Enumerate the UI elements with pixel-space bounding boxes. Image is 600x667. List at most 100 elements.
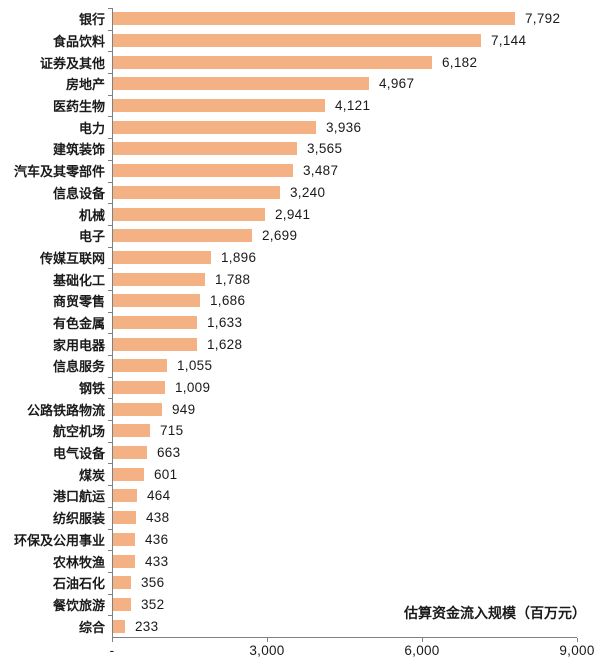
category-label: 商贸零售 bbox=[52, 294, 105, 310]
value-label: 2,941 bbox=[275, 206, 311, 222]
bar-row: 机械 2,941 bbox=[0, 203, 600, 225]
bar-track: 601 bbox=[108, 463, 600, 486]
bar-row: 汽车及其零部件 3,487 bbox=[0, 159, 600, 182]
y-axis-tick bbox=[108, 116, 112, 118]
value-label: 1,788 bbox=[215, 271, 251, 287]
bar-row: 电力 3,936 bbox=[0, 116, 600, 139]
category-label: 农林牧渔 bbox=[52, 554, 105, 570]
value-label: 3,487 bbox=[303, 163, 339, 179]
bar-track: 6,182 bbox=[108, 51, 600, 74]
bar-row: 餐饮旅游 352 bbox=[0, 593, 600, 616]
value-label: 352 bbox=[141, 596, 165, 612]
bar bbox=[113, 12, 515, 26]
bar-track: 2,699 bbox=[108, 224, 600, 247]
bar bbox=[113, 250, 211, 264]
category-label: 机械 bbox=[78, 207, 105, 223]
bar bbox=[113, 446, 147, 460]
bar-row: 银行 7,792 bbox=[0, 8, 600, 30]
bar-track: 715 bbox=[108, 420, 600, 442]
category-label: 公路铁路物流 bbox=[26, 402, 105, 418]
y-axis-tick bbox=[108, 571, 112, 573]
bar bbox=[113, 576, 131, 590]
x-axis-tick bbox=[112, 638, 113, 642]
bar bbox=[113, 99, 325, 113]
category-label: 传媒互联网 bbox=[39, 250, 105, 266]
bar-track: 3,565 bbox=[108, 138, 600, 160]
category-label: 钢铁 bbox=[78, 381, 105, 397]
value-label: 3,240 bbox=[290, 184, 326, 200]
rows: 银行 7,792 食品饮料 7,144 证券及其他 6,182 房地产 4,967 医药生物 4,… bbox=[0, 8, 600, 637]
value-label: 1,633 bbox=[207, 314, 243, 330]
bar-track: 1,628 bbox=[108, 333, 600, 355]
bar-track: 438 bbox=[108, 506, 600, 529]
y-axis-tick bbox=[108, 159, 112, 161]
category-label: 港口航运 bbox=[52, 489, 105, 505]
bar bbox=[113, 120, 316, 134]
x-tick-label: 9,000 bbox=[559, 643, 595, 658]
bar-row: 传媒互联网 1,896 bbox=[0, 246, 600, 269]
category-label: 信息服务 bbox=[52, 359, 105, 375]
y-axis-tick bbox=[108, 94, 112, 96]
y-axis-tick bbox=[108, 593, 112, 595]
value-label: 4,967 bbox=[379, 76, 415, 92]
category-label: 餐饮旅游 bbox=[52, 597, 105, 613]
bar-row: 信息设备 3,240 bbox=[0, 181, 600, 204]
category-label: 石油石化 bbox=[52, 576, 105, 592]
value-label: 1,628 bbox=[207, 336, 243, 352]
bar bbox=[113, 337, 197, 351]
x-axis-title: 估算资金流入规模（百万元） bbox=[404, 607, 586, 622]
value-label: 436 bbox=[145, 531, 169, 547]
value-label: 464 bbox=[147, 488, 171, 504]
bar bbox=[113, 424, 150, 438]
y-axis-tick bbox=[108, 138, 112, 140]
bar-track: 1,633 bbox=[108, 311, 600, 334]
bar-row: 食品饮料 7,144 bbox=[0, 29, 600, 52]
bar-track: 464 bbox=[108, 485, 600, 507]
category-label: 食品饮料 bbox=[52, 34, 105, 50]
y-axis-tick bbox=[108, 441, 112, 443]
bar bbox=[113, 359, 167, 373]
y-axis-tick bbox=[108, 420, 112, 422]
bar bbox=[113, 77, 369, 91]
value-label: 1,055 bbox=[177, 358, 213, 374]
y-axis-tick bbox=[108, 268, 112, 270]
x-axis-tick bbox=[266, 638, 268, 642]
category-label: 环保及公用事业 bbox=[13, 532, 105, 548]
value-label: 7,792 bbox=[525, 11, 561, 27]
y-axis-tick bbox=[108, 311, 112, 313]
bar-row: 证券及其他 6,182 bbox=[0, 51, 600, 74]
category-label: 有色金属 bbox=[52, 315, 105, 331]
bar bbox=[113, 597, 131, 611]
y-axis-tick bbox=[108, 73, 112, 75]
value-label: 1,009 bbox=[175, 380, 211, 396]
value-label: 2,699 bbox=[262, 228, 298, 244]
value-label: 4,121 bbox=[335, 98, 371, 114]
y-axis-tick bbox=[108, 376, 112, 378]
category-label: 汽车及其零部件 bbox=[13, 164, 105, 180]
bar-row: 环保及公用事业 436 bbox=[0, 528, 600, 551]
x-axis-tick bbox=[577, 638, 578, 642]
category-label: 信息设备 bbox=[52, 185, 105, 201]
category-label: 电子 bbox=[78, 229, 105, 245]
bar bbox=[113, 402, 162, 416]
bar-track: 356 bbox=[108, 571, 600, 594]
bar bbox=[113, 164, 293, 178]
bar-row: 电气设备 663 bbox=[0, 441, 600, 464]
value-label: 433 bbox=[145, 553, 169, 569]
bar bbox=[113, 532, 135, 546]
bar-row: 航空机场 715 bbox=[0, 420, 600, 442]
y-axis-tick bbox=[108, 528, 112, 530]
y-axis-tick bbox=[108, 485, 112, 487]
y-axis-tick bbox=[108, 246, 112, 248]
bar-row: 信息服务 1,055 bbox=[0, 355, 600, 377]
bar-track: 1,896 bbox=[108, 246, 600, 269]
y-axis-tick bbox=[108, 29, 112, 31]
category-label: 建筑装饰 bbox=[52, 142, 105, 158]
bar bbox=[113, 55, 432, 69]
category-label: 银行 bbox=[78, 12, 105, 28]
bar-row: 有色金属 1,633 bbox=[0, 311, 600, 334]
category-label: 纺织服装 bbox=[52, 511, 105, 527]
bar-track: 2,941 bbox=[108, 203, 600, 225]
y-axis-tick bbox=[108, 463, 112, 465]
